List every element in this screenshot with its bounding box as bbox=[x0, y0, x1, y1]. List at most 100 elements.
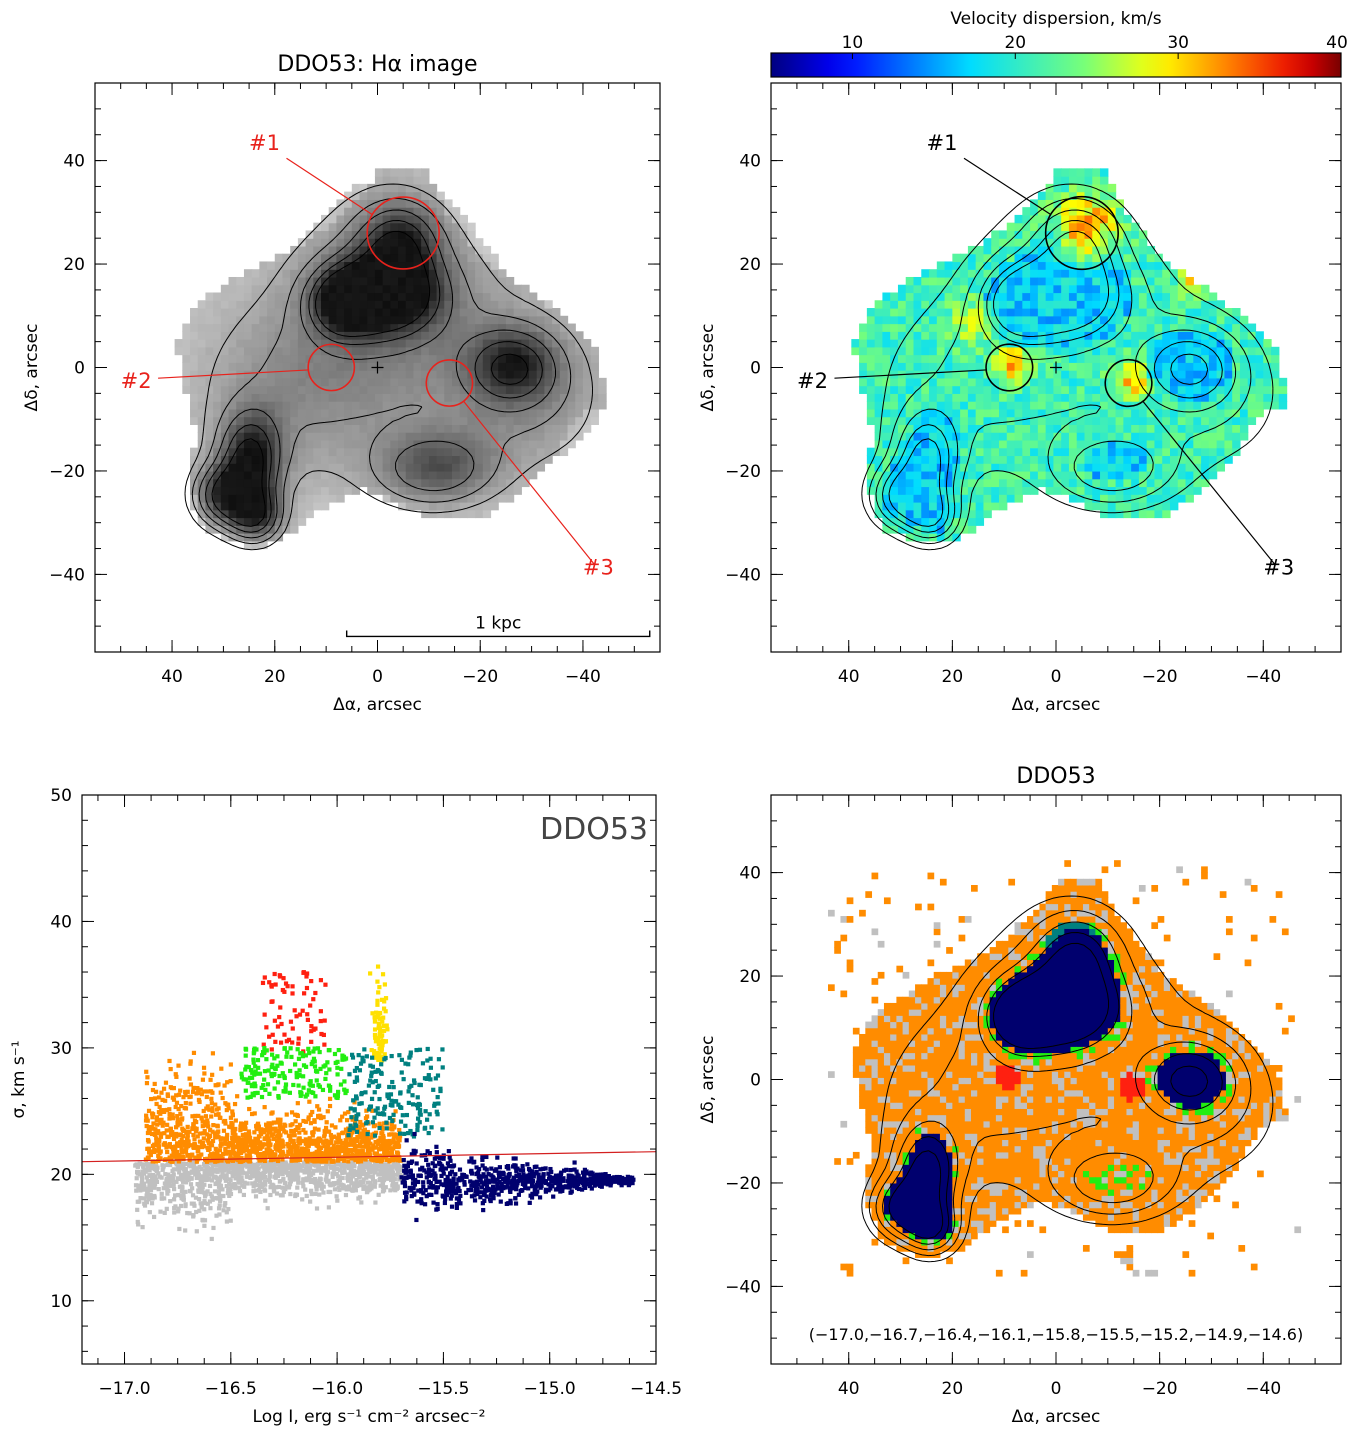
map-pixel bbox=[1162, 315, 1171, 325]
image-pixel bbox=[521, 370, 530, 379]
map-pixel bbox=[1006, 370, 1016, 379]
map-pixel bbox=[1053, 207, 1062, 216]
image-pixel bbox=[459, 300, 468, 309]
map-pixel bbox=[890, 408, 899, 418]
map-pixel bbox=[1061, 370, 1070, 379]
image-pixel bbox=[436, 470, 445, 480]
scatter-point bbox=[338, 1182, 343, 1187]
image-pixel bbox=[220, 470, 230, 480]
image-pixel bbox=[336, 377, 345, 387]
map-pixel bbox=[1123, 339, 1132, 348]
map-pixel bbox=[1061, 183, 1070, 193]
image-pixel bbox=[344, 401, 353, 410]
image-pixel bbox=[213, 525, 222, 534]
image-pixel bbox=[536, 354, 546, 363]
image-pixel bbox=[374, 191, 384, 200]
image-pixel bbox=[344, 199, 353, 208]
map-pixel bbox=[866, 385, 876, 394]
image-pixel bbox=[243, 416, 253, 425]
scatter-point bbox=[185, 1210, 190, 1216]
map-pixel bbox=[1068, 323, 1078, 332]
image-pixel bbox=[498, 432, 507, 441]
map-pixel bbox=[929, 331, 938, 340]
map-pixel bbox=[1115, 331, 1124, 340]
map-pixel bbox=[1100, 377, 1109, 387]
image-pixel bbox=[328, 439, 338, 449]
map-pixel bbox=[929, 501, 938, 511]
map-pixel bbox=[967, 245, 977, 255]
image-pixel bbox=[374, 323, 384, 332]
map-pixel bbox=[921, 354, 930, 363]
map-pixel bbox=[1006, 478, 1016, 488]
contour-line bbox=[191, 198, 572, 545]
scatter-point bbox=[204, 1164, 209, 1169]
map-pixel bbox=[1045, 300, 1055, 309]
map-pixel bbox=[1193, 486, 1202, 495]
map-pixel bbox=[960, 253, 969, 263]
map-pixel bbox=[1084, 315, 1093, 325]
image-pixel bbox=[367, 261, 376, 270]
map-pixel bbox=[1006, 230, 1016, 239]
map-pixel bbox=[1185, 346, 1194, 356]
map-pixel bbox=[1092, 478, 1101, 488]
image-pixel bbox=[313, 346, 322, 356]
image-pixel bbox=[529, 408, 538, 418]
image-pixel bbox=[336, 230, 345, 239]
map-pixel bbox=[1177, 346, 1187, 356]
map-pixel bbox=[1014, 354, 1023, 363]
image-pixel bbox=[436, 463, 445, 472]
map-pixel bbox=[1030, 447, 1039, 457]
map-pixel bbox=[983, 331, 992, 340]
image-pixel bbox=[290, 377, 299, 387]
map-pixel bbox=[1138, 230, 1148, 239]
image-pixel bbox=[405, 253, 415, 263]
map-pixel bbox=[983, 385, 992, 394]
map-pixel bbox=[1232, 331, 1241, 340]
map-pixel bbox=[1022, 253, 1031, 263]
scatter-point bbox=[231, 1171, 236, 1176]
map-pixel bbox=[1177, 401, 1187, 410]
image-pixel bbox=[513, 362, 522, 371]
map-pixel bbox=[913, 339, 922, 348]
image-pixel bbox=[321, 323, 330, 332]
image-pixel bbox=[490, 463, 499, 472]
image-pixel bbox=[305, 486, 314, 495]
map-pixel bbox=[1185, 494, 1194, 503]
map-pixel bbox=[890, 501, 899, 511]
scatter-point bbox=[174, 1179, 179, 1184]
map-pixel bbox=[1092, 176, 1101, 185]
scatter-point bbox=[164, 1206, 169, 1211]
map-pixel bbox=[1092, 432, 1101, 441]
image-pixel bbox=[459, 339, 468, 348]
map-pixel bbox=[1107, 207, 1117, 216]
map-pixel bbox=[1068, 401, 1078, 410]
scatter-point bbox=[185, 1173, 190, 1178]
image-pixel bbox=[351, 222, 361, 232]
image-pixel bbox=[559, 439, 569, 449]
image-pixel bbox=[529, 370, 538, 379]
image-pixel bbox=[482, 315, 492, 325]
map-pixel bbox=[1037, 191, 1047, 200]
image-pixel bbox=[267, 494, 276, 503]
map-pixel bbox=[1232, 385, 1241, 394]
image-pixel bbox=[475, 339, 484, 348]
map-pixel bbox=[1006, 447, 1016, 457]
scatter-point bbox=[216, 1206, 222, 1211]
map-pixel bbox=[913, 393, 922, 402]
map-pixel bbox=[991, 494, 1000, 503]
map-pixel bbox=[1177, 362, 1187, 371]
image-pixel bbox=[367, 308, 376, 317]
image-pixel bbox=[459, 416, 468, 425]
map-pixel bbox=[952, 339, 961, 348]
scatter-point bbox=[159, 1191, 164, 1196]
image-pixel bbox=[251, 393, 260, 402]
map-pixel bbox=[1084, 269, 1093, 278]
map-pixel bbox=[1068, 230, 1078, 239]
scatter-point bbox=[145, 1191, 150, 1196]
image-pixel bbox=[390, 199, 399, 208]
contour-line bbox=[211, 230, 529, 527]
scatter-point bbox=[341, 1186, 346, 1191]
map-pixel bbox=[1247, 339, 1257, 348]
image-pixel bbox=[567, 370, 576, 379]
scatter-point bbox=[322, 1168, 327, 1173]
